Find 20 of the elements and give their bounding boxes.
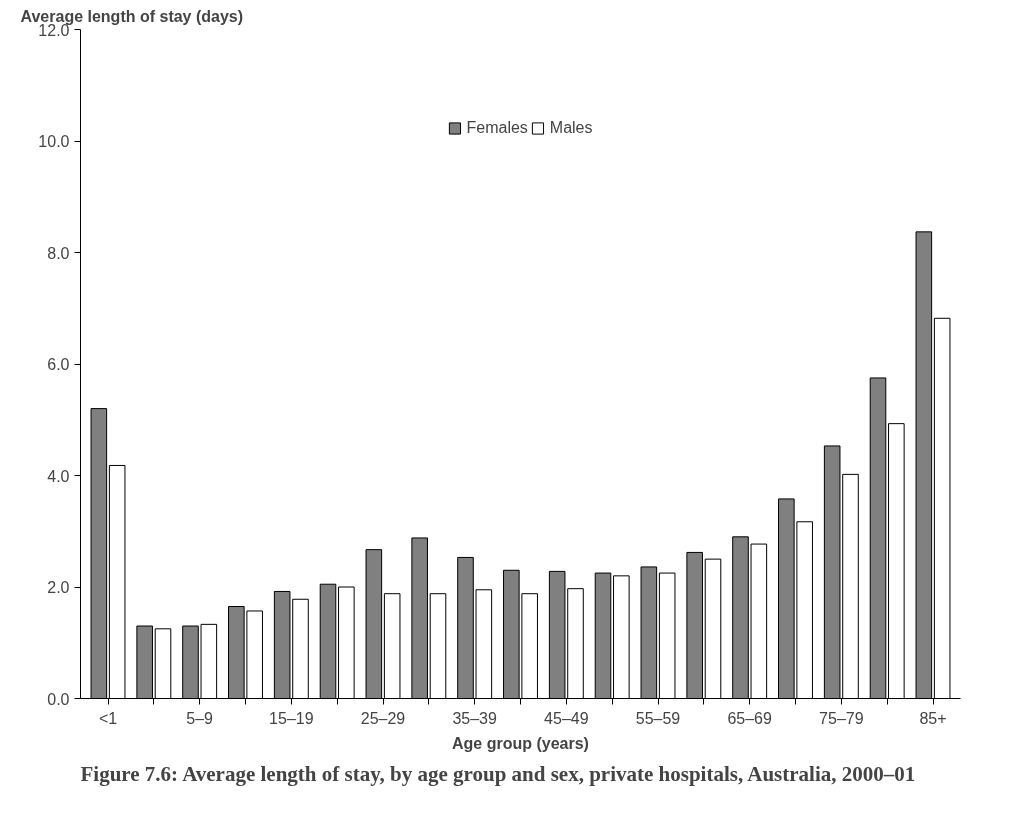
legend-label: Males (549, 119, 593, 137)
y-tick-label: 8.0 (47, 244, 70, 262)
x-tick-label: 35–39 (452, 709, 498, 727)
x-tick-label: 5–9 (186, 709, 214, 727)
x-tick-label: 55–59 (635, 709, 681, 727)
x-tick-label: 65–69 (727, 709, 773, 727)
x-tick-label: <1 (98, 709, 118, 727)
y-tick-label: 2.0 (47, 579, 70, 596)
x-tick-label: 45–49 (544, 709, 589, 727)
x-tick-label: 25–29 (360, 709, 406, 727)
text: Figure 7.6: Average length of stay, by age group and sex, private hospitals, Australia, 2000–01 (80, 761, 916, 786)
y-tick-label: 0.0 (47, 690, 70, 708)
legend-label: Females (466, 119, 528, 137)
x-tick-label: 15–19 (269, 709, 314, 727)
y-tick-label: 10.0 (38, 133, 70, 150)
y-tick-label: 6.0 (47, 356, 70, 373)
x-tick-label: 75–79 (819, 709, 864, 727)
y-tick-label: 4.0 (47, 467, 70, 485)
x-axis-title: Age group (years) (452, 734, 589, 752)
x-tick-label: 85+ (919, 709, 947, 727)
